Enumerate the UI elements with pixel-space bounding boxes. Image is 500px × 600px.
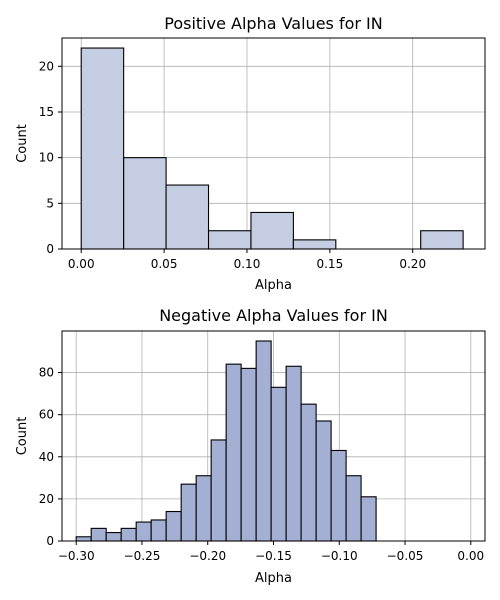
y-axis-label: Count (15, 417, 30, 456)
histogram-bar (250, 211, 294, 250)
x-tick-label: 0.15 (316, 257, 343, 271)
histogram-bar (300, 403, 317, 542)
negative-alpha-chart: Negative Alpha Values for IN −0.30 −0.25−… (15, 306, 486, 586)
y-tick-label: 40 (39, 450, 54, 464)
y-tick-label: 15 (39, 105, 54, 119)
chart-title: Negative Alpha Values for IN (159, 306, 388, 325)
x-axis-label: Alpha (255, 278, 292, 293)
histogram-bar (420, 230, 464, 250)
plot-frame (61, 37, 486, 250)
y-tick-label: 10 (39, 151, 54, 165)
y-tick-label: 0 (46, 242, 54, 256)
x-tick-label: 0.05 (151, 257, 178, 271)
x-tick-label: −0.05 (387, 549, 424, 563)
histogram-bar (360, 496, 377, 542)
histogram-bar (120, 527, 137, 542)
bars (75, 340, 377, 542)
histogram-bar (105, 532, 122, 542)
y-tick-label: 20 (39, 492, 54, 506)
histogram-bar (225, 363, 242, 542)
histogram-bar (195, 475, 212, 542)
histogram-bar (123, 157, 167, 250)
x-tick-label: 0.00 (68, 257, 95, 271)
histogram-bar (90, 527, 107, 542)
histogram-bar (330, 449, 347, 542)
histogram-bar (255, 340, 272, 542)
y-axis-label: Count (15, 124, 30, 163)
histogram-bar (240, 367, 257, 542)
histogram-bar (345, 475, 362, 542)
histogram-bar (75, 536, 92, 542)
histogram-bar (165, 510, 182, 542)
histogram-bar (270, 386, 287, 542)
x-tick-label: −0.30 (58, 549, 95, 563)
x-tick-label: 0.00 (457, 549, 484, 563)
histogram-bar (150, 519, 167, 542)
histogram-bar (315, 420, 332, 542)
histogram-bar (210, 439, 227, 542)
y-axis-ticks: 0 5 10 15 20 (39, 59, 62, 256)
y-axis-ticks: 0 20 40 60 80 (39, 366, 62, 548)
x-tick-label: 0.20 (399, 257, 426, 271)
y-tick-label: 5 (46, 196, 54, 210)
x-axis-ticks: 0.00 0.05 0.10 0.15 0.20 (68, 249, 426, 271)
positive-alpha-chart: Positive Alpha Values for IN 0.00 0.05 0.1… (15, 14, 486, 293)
histogram-bar (165, 184, 210, 250)
histogram-bar (135, 521, 152, 542)
x-tick-label: −0.20 (189, 549, 226, 563)
y-tick-label: 80 (39, 366, 54, 380)
histogram-bar (292, 239, 337, 250)
x-tick-label: 0.10 (234, 257, 261, 271)
y-tick-label: 60 (39, 408, 54, 422)
x-axis-label: Alpha (255, 571, 292, 586)
histogram-bar (180, 483, 197, 542)
y-tick-label: 20 (39, 59, 54, 73)
x-tick-label: −0.25 (124, 549, 161, 563)
x-tick-label: −0.15 (255, 549, 292, 563)
histogram-bar (207, 230, 252, 250)
histogram-bar (285, 365, 302, 542)
x-axis-ticks: −0.30 −0.25 −0.20 −0.15 −0.10 −0.05 0.00 (58, 541, 484, 563)
chart-title: Positive Alpha Values for IN (164, 14, 382, 33)
bars (80, 47, 464, 250)
y-tick-label: 0 (46, 534, 54, 548)
x-tick-label: −0.10 (321, 549, 358, 563)
histogram-bar (80, 47, 125, 250)
